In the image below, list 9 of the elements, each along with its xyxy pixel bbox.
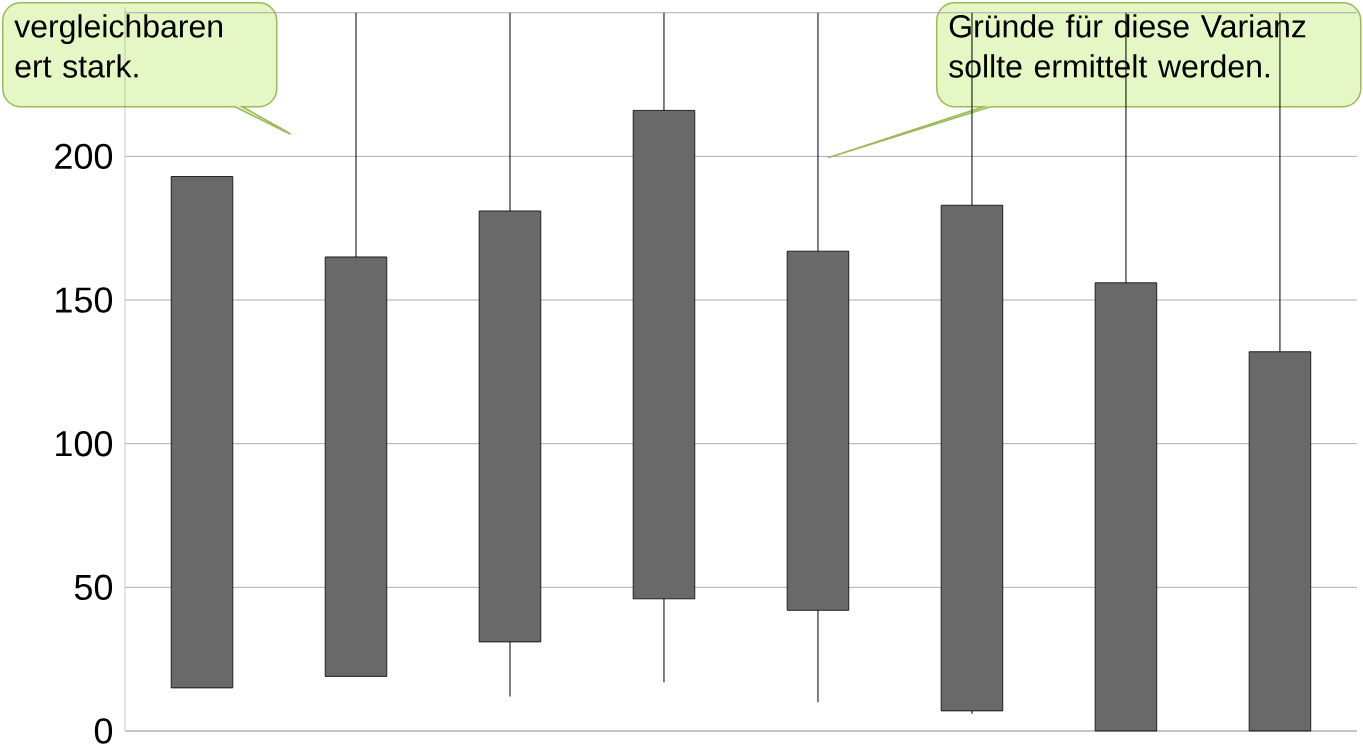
annotation: vergleichbaren ert stark. xyxy=(14,14,222,78)
candlestick xyxy=(786,12,850,703)
candlestick xyxy=(632,12,696,683)
y-tick-label: 200 xyxy=(55,143,113,170)
y-tick-label: 150 xyxy=(56,287,113,313)
candlestick xyxy=(478,12,542,698)
y-tick-label: 50 xyxy=(74,574,113,601)
y-tick-label: 0 xyxy=(94,718,113,744)
y-tick-label: 100 xyxy=(56,430,113,457)
